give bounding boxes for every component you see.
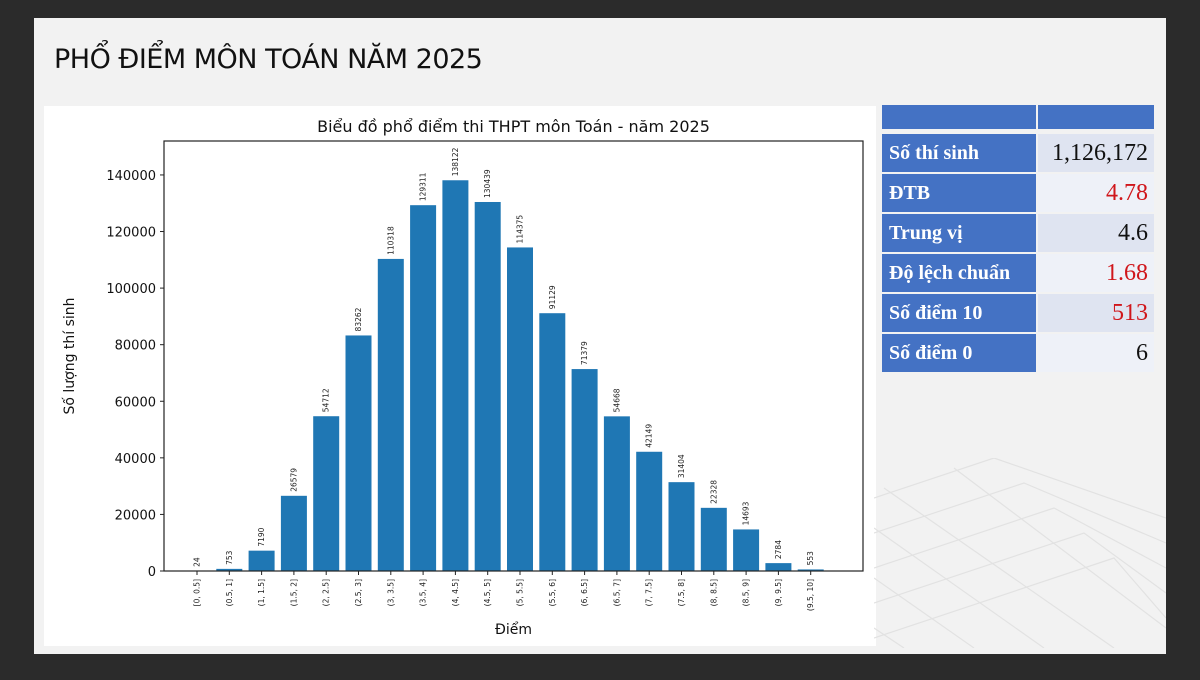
bar-value-label: 110318	[386, 226, 395, 255]
bar-value-label: 54668	[612, 388, 621, 412]
bar-value-label: 553	[806, 551, 815, 566]
plot-frame	[163, 140, 864, 572]
y-tick-label: 140000	[106, 169, 156, 184]
bar-value-label: 130439	[483, 169, 492, 198]
bar-value-label: 54712	[322, 388, 331, 412]
stats-value: 1,126,172	[1038, 134, 1154, 172]
stats-value: 513	[1038, 294, 1154, 332]
bar	[571, 369, 598, 571]
bar	[248, 550, 275, 571]
bar	[797, 569, 824, 571]
bar-value-label: 83262	[354, 307, 363, 331]
x-tick-label: (2.5, 3]	[354, 579, 363, 606]
x-tick-label: (7.5, 8]	[677, 579, 686, 606]
x-tick-label: (9, 9.5]	[774, 579, 783, 606]
stats-row-stddev: Độ lệch chuẩn 1.68	[882, 254, 1154, 292]
y-tick-label: 20000	[115, 508, 156, 523]
x-tick-label: (9.5, 10]	[806, 579, 815, 611]
bar	[410, 205, 437, 572]
slide: PHỔ ĐIỂM MÔN TOÁN NĂM 2025 Biểu đồ phổ đ…	[34, 18, 1166, 654]
x-tick-label: (4, 4.5]	[451, 579, 460, 606]
y-tick-label: 40000	[115, 452, 156, 467]
chart-svg: Biểu đồ phổ điểm thi THPT môn Toán - năm…	[61, 117, 864, 638]
bar	[700, 507, 727, 571]
x-tick-label: [0, 0.5]	[193, 579, 202, 606]
bar	[507, 247, 533, 571]
bar-value-label: 42149	[645, 424, 654, 448]
bar-value-label: 22328	[709, 480, 718, 504]
bar-value-label: 753	[225, 550, 234, 565]
bar-value-label: 129311	[419, 172, 428, 201]
x-tick-label: (0.5, 1]	[225, 579, 234, 606]
x-tick-label: (3.5, 4]	[419, 579, 428, 606]
bar	[474, 201, 501, 571]
bar	[668, 482, 695, 571]
bar	[216, 568, 243, 571]
x-tick-label: (3, 3.5]	[386, 579, 395, 606]
stats-value: 1.68	[1038, 254, 1154, 292]
stats-header-cell	[1038, 105, 1154, 129]
x-axis-label: Điểm	[495, 621, 532, 638]
stats-value: 4.78	[1038, 174, 1154, 212]
bar	[345, 335, 372, 571]
bar	[539, 313, 566, 571]
y-tick-label: 60000	[115, 395, 156, 410]
stats-label: ĐTB	[882, 174, 1036, 212]
bar	[313, 416, 340, 571]
y-tick-label: 100000	[106, 282, 156, 297]
stats-label: Trung vị	[882, 214, 1036, 252]
stats-header-cell	[882, 105, 1036, 129]
x-tick-label: (7, 7.5]	[645, 579, 654, 606]
stats-header-row	[882, 105, 1154, 129]
histogram-chart: Biểu đồ phổ điểm thi THPT môn Toán - năm…	[44, 106, 876, 646]
bar-value-label: 7190	[257, 527, 266, 546]
x-tick-label: (8, 8.5]	[709, 579, 718, 606]
bar-value-label: 91129	[548, 285, 557, 309]
x-tick-label: (4.5, 5]	[483, 579, 492, 606]
x-tick-label: (5.5, 6]	[548, 579, 557, 606]
y-axis-label: Số lượng thí sinh	[61, 297, 78, 414]
x-tick-label: (5, 5.5]	[516, 579, 525, 606]
x-tick-label: (1.5, 2]	[289, 579, 298, 606]
y-tick-label: 120000	[106, 226, 156, 241]
chart-title: Biểu đồ phổ điểm thi THPT môn Toán - năm…	[317, 117, 710, 136]
bar	[280, 495, 307, 571]
stats-label: Số điểm 0	[882, 334, 1036, 372]
y-tick-label: 80000	[115, 339, 156, 354]
bar-value-label: 31404	[677, 454, 686, 478]
bar-value-label: 26579	[289, 468, 298, 492]
decorative-grid	[874, 458, 1166, 648]
stats-row-count: Số thí sinh 1,126,172	[882, 134, 1154, 172]
stats-value: 4.6	[1038, 214, 1154, 252]
x-tick-label: (6, 6.5]	[580, 579, 589, 606]
slide-title: PHỔ ĐIỂM MÔN TOÁN NĂM 2025	[54, 44, 483, 75]
bar-value-label: 2784	[774, 540, 783, 559]
x-tick-label: (2, 2.5]	[322, 579, 331, 606]
bar-value-label: 71379	[580, 341, 589, 365]
stats-label: Độ lệch chuẩn	[882, 254, 1036, 292]
bar	[733, 529, 760, 571]
bar	[636, 451, 663, 571]
stats-row-score-0: Số điểm 0 6	[882, 334, 1154, 372]
stats-row-score-10: Số điểm 10 513	[882, 294, 1154, 332]
bar	[603, 416, 630, 571]
bar	[442, 180, 469, 571]
bar	[765, 563, 792, 571]
stats-value: 6	[1038, 334, 1154, 372]
x-tick-label: (6.5, 7]	[612, 579, 621, 606]
bar-value-label: 14693	[742, 501, 751, 525]
stats-table: Số thí sinh 1,126,172 ĐTB 4.78 Trung vị …	[882, 105, 1154, 374]
bar-value-label: 138122	[451, 147, 460, 176]
bar	[377, 258, 404, 571]
bar-value-label: 24	[193, 557, 202, 567]
x-tick-label: (1, 1.5]	[257, 579, 266, 606]
bar-value-label: 114375	[516, 215, 525, 244]
stats-label: Số điểm 10	[882, 294, 1036, 332]
stats-label: Số thí sinh	[882, 134, 1036, 172]
y-tick-label: 0	[148, 565, 156, 580]
stats-row-median: Trung vị 4.6	[882, 214, 1154, 252]
stats-row-mean: ĐTB 4.78	[882, 174, 1154, 212]
x-tick-label: (8.5, 9]	[742, 579, 751, 606]
